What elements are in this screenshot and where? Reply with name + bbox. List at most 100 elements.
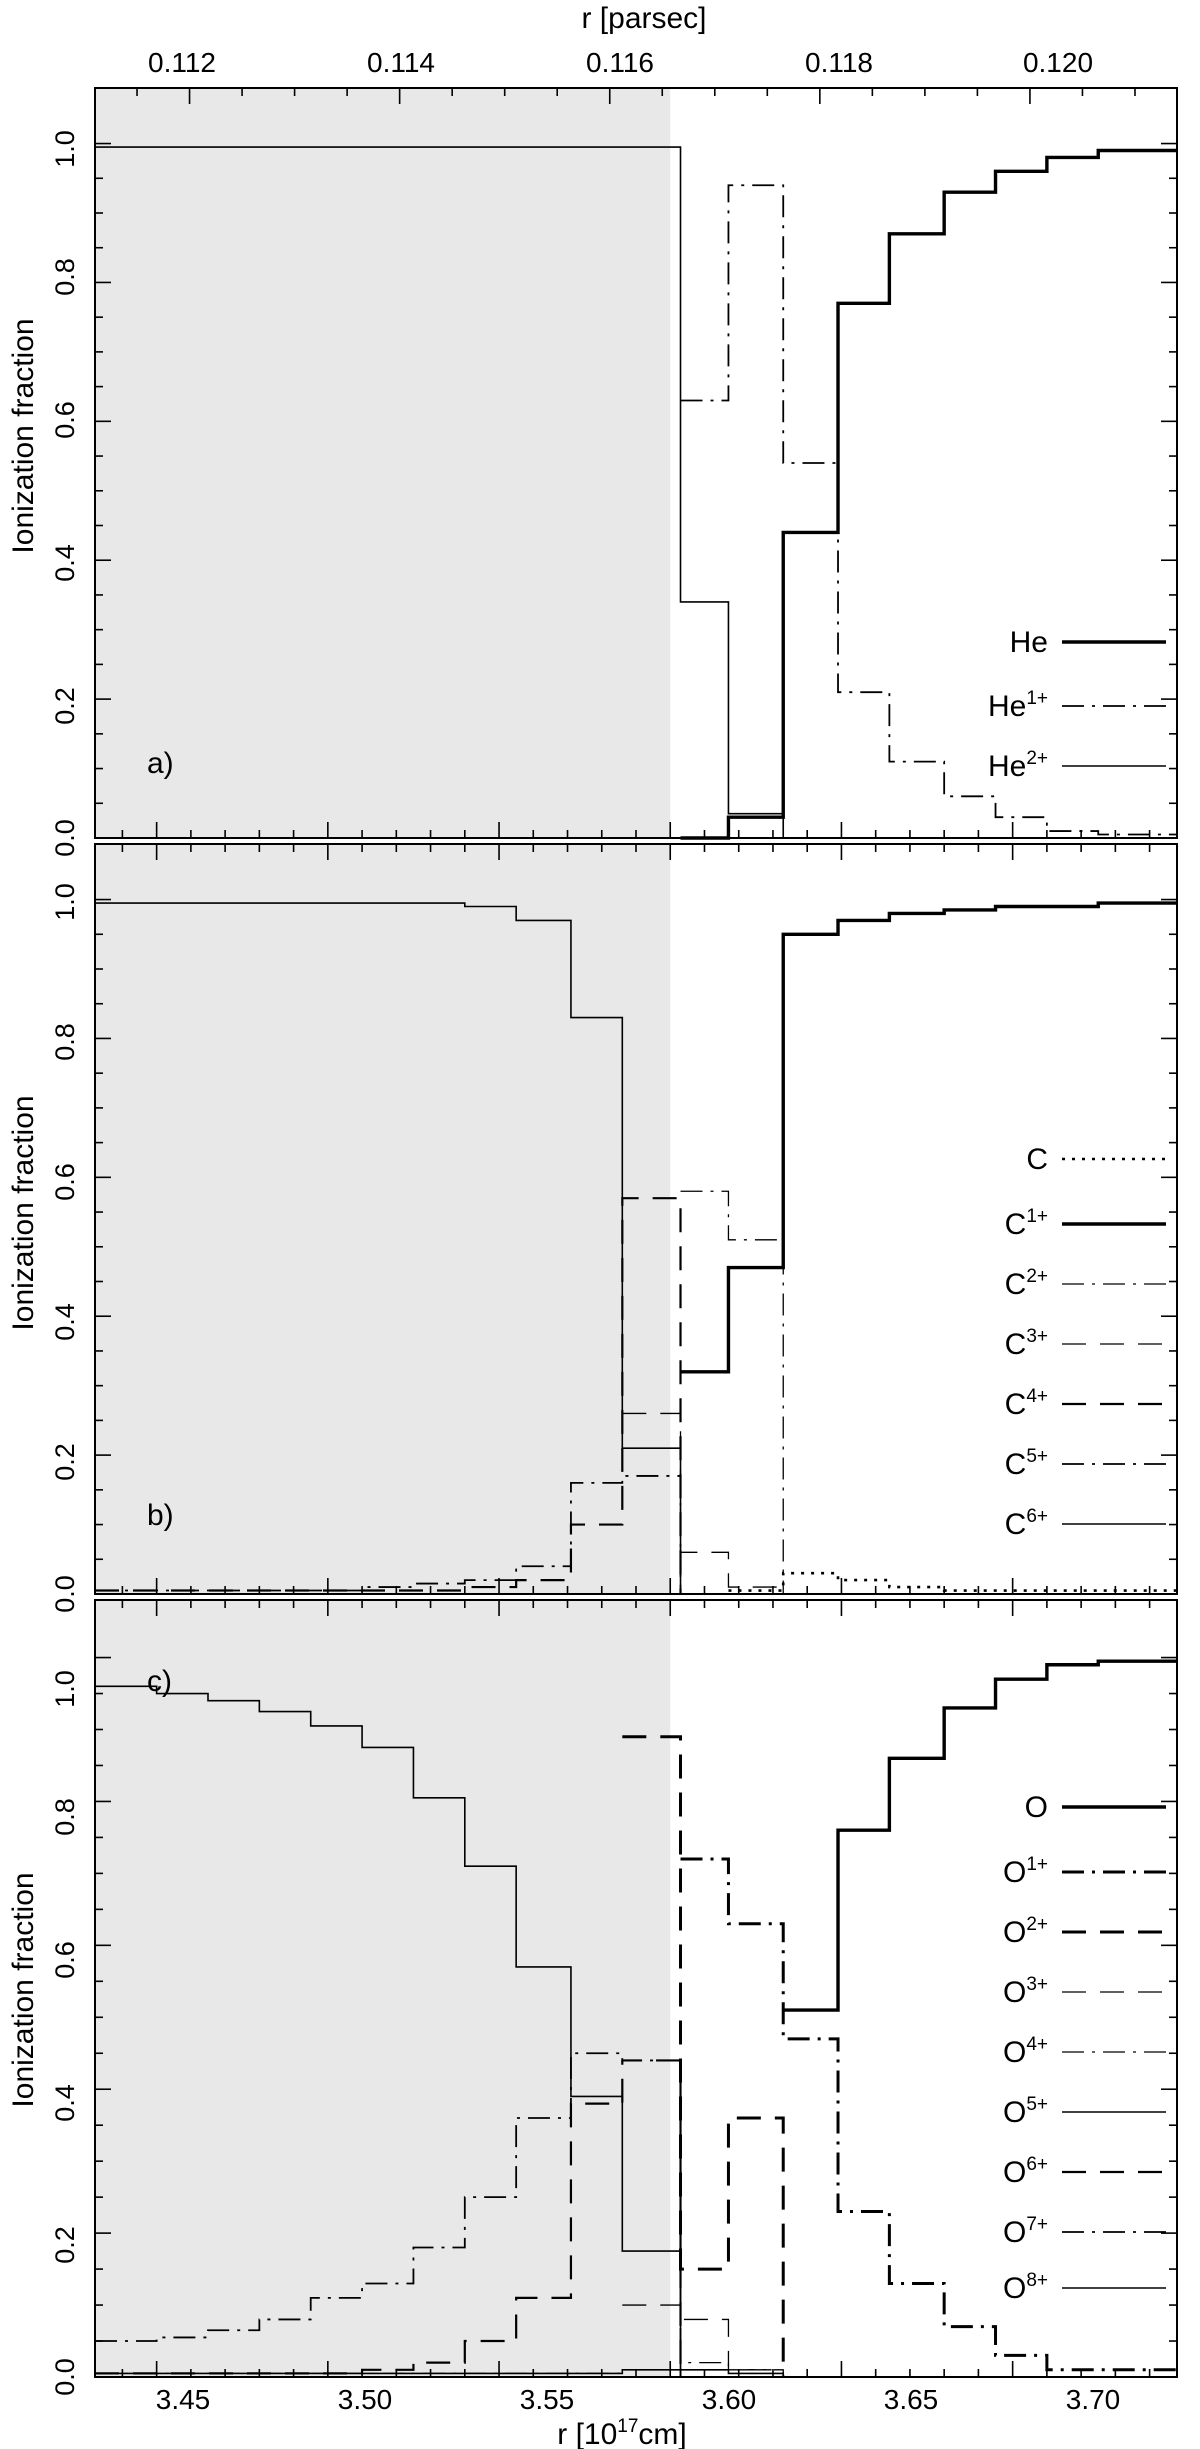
y-tick-label: 0.8 (50, 258, 80, 296)
legend-label: O1+ (1003, 1854, 1048, 1889)
legend-label-sup: 4+ (1026, 1386, 1048, 1407)
bottom-axis-title-sup: 17 (617, 2416, 638, 2437)
legend-b: C C1+ C2+ C3+ C4+ C5+ C6+ (1005, 1143, 1048, 1541)
legend-label-sup: 2+ (1026, 1266, 1048, 1287)
legend-label: O4+ (1003, 2034, 1048, 2069)
legend-label-base: O (1003, 1976, 1026, 2009)
legend-label-base: C (1005, 1448, 1027, 1481)
bottom-tick-label: 3.70 (1066, 2384, 1121, 2415)
legend-label-sup: 5+ (1026, 1446, 1048, 1467)
legend-label-sup: 5+ (1026, 2094, 1048, 2115)
legend-label-base: O (1003, 2156, 1026, 2189)
y-tick-label: 0.6 (50, 1163, 80, 1201)
series-line-o8p (95, 1685, 682, 2377)
legend-label-base: C (1005, 1208, 1027, 1241)
bottom-tick-label: 3.65 (884, 2384, 939, 2415)
legend-label: O2+ (1003, 1914, 1048, 1949)
legend-label: O6+ (1003, 2154, 1048, 2189)
legend-label: C (1026, 1143, 1048, 1176)
series-line-c (728, 1571, 1177, 1592)
legend-label-base: He (988, 690, 1026, 723)
y-tick-label: 0.4 (50, 544, 80, 582)
series-line-he (680, 148, 1177, 840)
legend-label: O8+ (1003, 2270, 1048, 2305)
y-tick-label: 1.0 (50, 1670, 80, 1708)
legend-label: C6+ (1005, 1506, 1048, 1541)
top-tick-label: 0.120 (1023, 47, 1093, 78)
series-line-o4p (95, 2361, 784, 2377)
legend-label-base: He (988, 750, 1026, 783)
legend-label-base: C (1005, 1388, 1027, 1421)
legend-label: C2+ (1005, 1266, 1048, 1301)
y-tick-label: 0.2 (50, 687, 80, 725)
legend-label: C3+ (1005, 1326, 1048, 1361)
legend-label-base: C (1005, 1268, 1027, 1301)
y-tick-label: 0.6 (50, 1941, 80, 1979)
top-tick-label: 0.116 (586, 47, 654, 78)
shaded-region (95, 1600, 671, 2377)
legend-label-sup: 7+ (1026, 2214, 1048, 2235)
panel-label-b: b) (147, 1499, 174, 1532)
series-line-o (783, 1659, 1177, 2012)
legend-label: He2+ (988, 748, 1048, 783)
legend-label-base: O (1003, 2272, 1026, 2305)
legend-label-sup: 1+ (1026, 1206, 1048, 1227)
legend-label-base: C (1005, 1328, 1027, 1361)
series-line-he1p (680, 184, 1177, 836)
top-axis-title: r [parsec] (581, 2, 706, 35)
y-tick-label: 0.4 (50, 2084, 80, 2122)
bottom-axis-title: r [1017cm] (557, 2416, 687, 2449)
y-axis-title-a: Ionization fraction (7, 318, 40, 553)
legend-label: O5+ (1003, 2094, 1048, 2129)
legend-label-sup: 1+ (1026, 1854, 1048, 1875)
legend-label-base: C (1005, 1508, 1027, 1541)
legend-label: C4+ (1005, 1386, 1048, 1421)
background-layer (95, 88, 671, 2377)
top-tick-label: 0.112 (148, 47, 216, 78)
legend-label: O7+ (1003, 2214, 1048, 2249)
y-tick-labels-a: 0.0 0.2 0.4 0.6 0.8 1.0 (50, 130, 80, 857)
bottom-axis-title-tail: cm] (638, 2418, 686, 2449)
series-line-o7p (95, 2052, 682, 2377)
panel-label-a: a) (147, 747, 174, 780)
y-tick-label: 0.0 (50, 819, 80, 857)
legend-label-base: C (1026, 1143, 1048, 1176)
legend-label-sup: 3+ (1026, 1326, 1048, 1347)
y-tick-label: 0.0 (50, 1575, 80, 1613)
legend-label: He1+ (988, 688, 1048, 723)
series-line-o1p (680, 1857, 1177, 2372)
legend-label-sup: 8+ (1026, 2270, 1048, 2291)
series-line-c2p (680, 1190, 1177, 1595)
series-line-c6p (95, 902, 682, 1594)
legend-label-base: O (1003, 1916, 1026, 1949)
series-line-o2p (622, 1735, 785, 2377)
legend-label-base: He (1010, 626, 1048, 659)
y-tick-label: 0.6 (50, 401, 80, 439)
legend-label-base: O (1003, 1856, 1026, 1889)
legend-label-sup: 6+ (1026, 2154, 1048, 2175)
legend-label-base: O (1025, 1791, 1048, 1824)
frame-layer (94, 87, 1178, 2378)
data-layer (95, 146, 1177, 2377)
legend-label: C5+ (1005, 1446, 1048, 1481)
y-axis-title-c: Ionization fraction (7, 1872, 40, 2107)
top-tick-label: 0.114 (367, 47, 435, 78)
legend-label: O (1025, 1791, 1048, 1824)
y-tick-label: 0.4 (50, 1303, 80, 1341)
bottom-tick-label: 3.55 (520, 2384, 575, 2415)
legend-label-sup: 1+ (1026, 688, 1048, 709)
shaded-region (95, 88, 671, 838)
legend-label-sup: 3+ (1026, 1974, 1048, 1995)
series-line-he2p (95, 146, 785, 838)
bottom-axis-title-main: r [10 (557, 2418, 617, 2449)
legend-label: O3+ (1003, 1974, 1048, 2009)
legend-label-sup: 4+ (1026, 2034, 1048, 2055)
series-line-c5p (95, 1475, 682, 1594)
legend-label: C1+ (1005, 1206, 1048, 1241)
legend-c: O O1+ O2+ O3+ O4+ O5+ O6+ O7+ O8+ (1003, 1791, 1048, 2305)
legend-a: He He1+ He2+ (988, 626, 1048, 783)
legend-label-base: O (1003, 2036, 1026, 2069)
legend-label-base: O (1003, 2216, 1026, 2249)
y-tick-label: 0.2 (50, 2226, 80, 2264)
